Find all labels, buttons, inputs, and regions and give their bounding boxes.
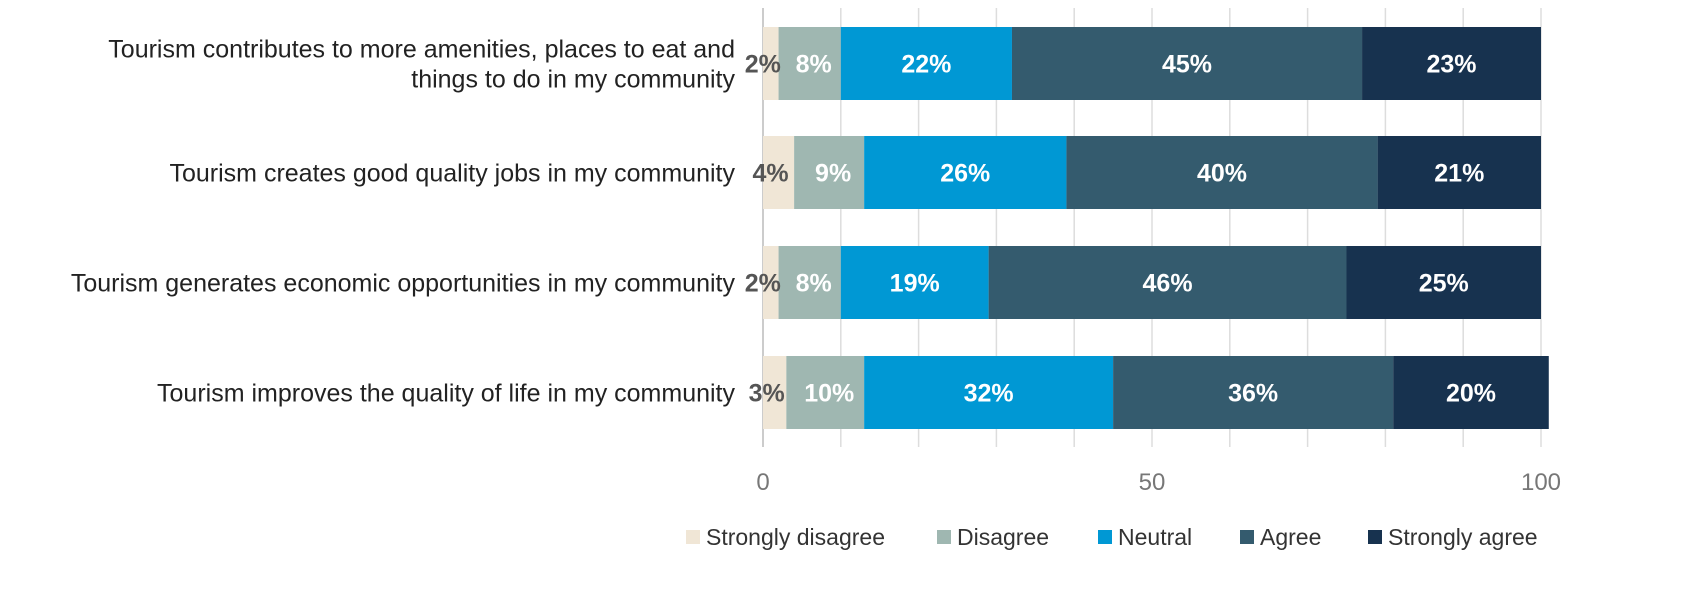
data-label: 26% <box>940 160 990 188</box>
data-label: 23% <box>1427 51 1477 79</box>
bar-segment-strongly-disagree <box>763 27 779 100</box>
bars <box>763 27 1549 429</box>
bar-segment-strongly-agree <box>1377 136 1541 209</box>
category-labels: Tourism contributes to more amenities, p… <box>71 36 736 408</box>
legend-swatch <box>1368 530 1382 544</box>
data-label: 3% <box>749 380 785 408</box>
data-label: 10% <box>804 380 854 408</box>
bar-segment-strongly-agree <box>1393 356 1549 429</box>
bar-segment-agree <box>1066 136 1378 209</box>
data-label: 45% <box>1162 51 1212 79</box>
bar-segment-disagree <box>778 27 841 100</box>
legend-label: Disagree <box>957 524 1049 550</box>
bar-segment-strongly-agree <box>1346 246 1541 319</box>
bar-segment-disagree <box>778 246 841 319</box>
bar-segment-strongly-disagree <box>763 136 795 209</box>
x-axis: 0 50 100 <box>756 469 1561 496</box>
bar-segment-disagree <box>794 136 865 209</box>
bar-segment-agree <box>1011 27 1363 100</box>
legend-swatch <box>1240 530 1254 544</box>
bar-segment-strongly-agree <box>1362 27 1541 100</box>
bar-segment-strongly-disagree <box>763 246 779 319</box>
bar-segment-disagree <box>786 356 865 429</box>
data-label: 8% <box>796 51 832 79</box>
segment-labels: 2% 8% 22% 45% 23% 4% 9% 26% 40% 21% 2% 8% 19% 46% 25% 3… <box>745 51 1496 408</box>
bar-segment-agree <box>988 246 1347 319</box>
data-label: 2% <box>745 51 781 79</box>
data-label: 19% <box>890 270 940 298</box>
data-label: 36% <box>1228 380 1278 408</box>
legend-label: Agree <box>1260 524 1321 550</box>
bar-segment-neutral <box>840 27 1012 100</box>
data-label: 25% <box>1419 270 1469 298</box>
legend-label: Strongly agree <box>1388 524 1538 550</box>
x-tick-label: 50 <box>1139 469 1166 496</box>
category-label: things to do in my community <box>411 66 735 94</box>
bar-segment-neutral <box>840 246 989 319</box>
bar-segment-neutral <box>864 136 1067 209</box>
data-label: 20% <box>1446 380 1496 408</box>
data-label: 32% <box>964 380 1014 408</box>
bar-segment-agree <box>1113 356 1394 429</box>
data-label: 21% <box>1434 160 1484 188</box>
data-label: 8% <box>796 270 832 298</box>
legend-label: Strongly disagree <box>706 524 885 550</box>
category-label: Tourism generates economic opportunities… <box>71 270 736 298</box>
legend-label: Neutral <box>1118 524 1192 550</box>
data-label: 9% <box>815 160 851 188</box>
legend-swatch <box>937 530 951 544</box>
x-tick-label: 0 <box>756 469 769 496</box>
category-label: Tourism creates good quality jobs in my … <box>169 160 735 188</box>
data-label: 22% <box>901 51 951 79</box>
bar-segment-strongly-disagree <box>763 356 787 429</box>
category-label: Tourism improves the quality of life in … <box>157 380 735 408</box>
data-label: 2% <box>745 270 781 298</box>
data-label: 4% <box>752 160 788 188</box>
legend-swatch <box>686 530 700 544</box>
data-label: 40% <box>1197 160 1247 188</box>
data-label: 46% <box>1143 270 1193 298</box>
legend: Strongly disagree Disagree Neutral Agree Str… <box>686 524 1538 550</box>
category-label: Tourism contributes to more amenities, p… <box>108 36 735 64</box>
legend-swatch <box>1098 530 1112 544</box>
x-tick-label: 100 <box>1521 469 1561 496</box>
bar-segment-neutral <box>864 356 1114 429</box>
